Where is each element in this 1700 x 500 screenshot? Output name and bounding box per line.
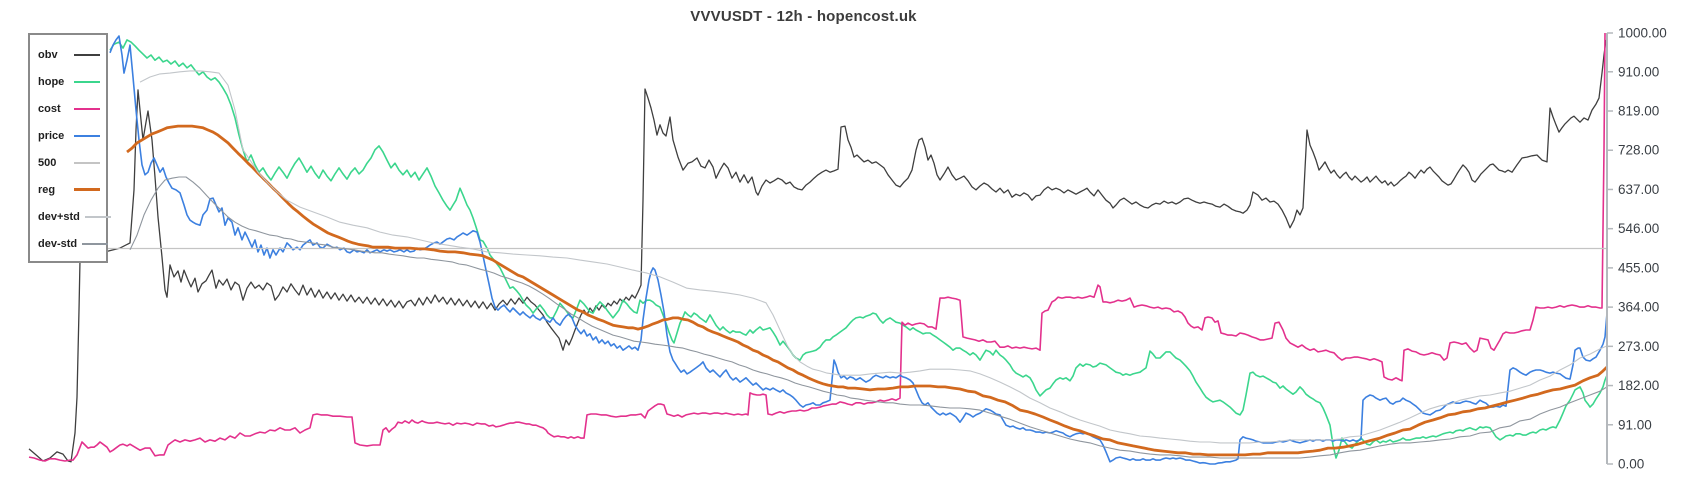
y-axis-tick-label: 910.00 xyxy=(1618,64,1659,79)
legend-swatch-500-icon xyxy=(74,161,100,164)
legend-label-obv: obv xyxy=(38,48,58,61)
y-axis-tick-label: 1000.00 xyxy=(1618,26,1667,41)
legend-label-price: price xyxy=(38,129,65,142)
legend-item-cost[interactable]: cost xyxy=(38,95,100,122)
y-axis-tick-label: 91.00 xyxy=(1618,417,1652,432)
legend-label-reg: reg xyxy=(38,183,56,196)
legend-swatch-cost-icon xyxy=(74,107,100,110)
legend-item-reg[interactable]: reg xyxy=(38,176,100,203)
legend: obv hope cost price 500 reg dev+std dev xyxy=(28,33,111,263)
y-axis-tick-label: 819.00 xyxy=(1618,104,1659,119)
legend-swatch-reg-icon xyxy=(74,188,100,191)
series-line-reg xyxy=(126,124,1608,457)
legend-label-hope: hope xyxy=(38,75,65,88)
legend-label-cost: cost xyxy=(38,102,61,115)
y-axis-tick-label: 364.00 xyxy=(1618,300,1659,315)
legend-swatch-price-icon xyxy=(74,134,100,137)
y-axis-tick-label: 728.00 xyxy=(1618,143,1659,158)
legend-item-obv[interactable]: obv xyxy=(38,41,100,68)
chart-title: VVVUSDT - 12h - hopencost.uk xyxy=(690,8,917,25)
y-axis-tick-label: 273.00 xyxy=(1618,339,1659,354)
legend-item-dev-minus-std[interactable]: dev-std xyxy=(38,230,109,257)
legend-label-dev-plus-std: dev+std xyxy=(38,210,80,223)
series-line-dev-std xyxy=(129,176,1608,459)
y-axis-tick-label: 182.00 xyxy=(1618,378,1659,393)
legend-swatch-dev-plus-std-icon xyxy=(84,215,111,218)
y-axis-tick-label: 0.00 xyxy=(1618,457,1644,472)
y-axis-tick-label: 637.00 xyxy=(1618,182,1659,197)
legend-item-500[interactable]: 500 xyxy=(38,149,100,176)
series-line-dev+std xyxy=(139,70,1608,444)
series-line-hope xyxy=(109,39,1608,459)
legend-label-500: 500 xyxy=(38,156,57,169)
legend-item-price[interactable]: price xyxy=(38,122,100,149)
series-line-cost xyxy=(28,32,1606,462)
y-axis-tick-label: 546.00 xyxy=(1618,221,1659,236)
series-lines xyxy=(28,32,1608,465)
legend-item-hope[interactable]: hope xyxy=(38,68,100,95)
legend-swatch-hope-icon xyxy=(74,80,100,83)
legend-item-dev-plus-std[interactable]: dev+std xyxy=(38,203,111,230)
legend-swatch-obv-icon xyxy=(74,53,100,56)
y-axis: 1000.00 910.00 819.00 728.00 637.00 546.00 455… xyxy=(1606,26,1667,472)
legend-swatch-dev-minus-std-icon xyxy=(82,242,109,245)
series-line-obv xyxy=(28,39,1607,463)
legend-label-dev-minus-std: dev-std xyxy=(38,237,78,250)
series-line-price xyxy=(109,35,1608,465)
y-axis-tick-label: 455.00 xyxy=(1618,260,1659,275)
